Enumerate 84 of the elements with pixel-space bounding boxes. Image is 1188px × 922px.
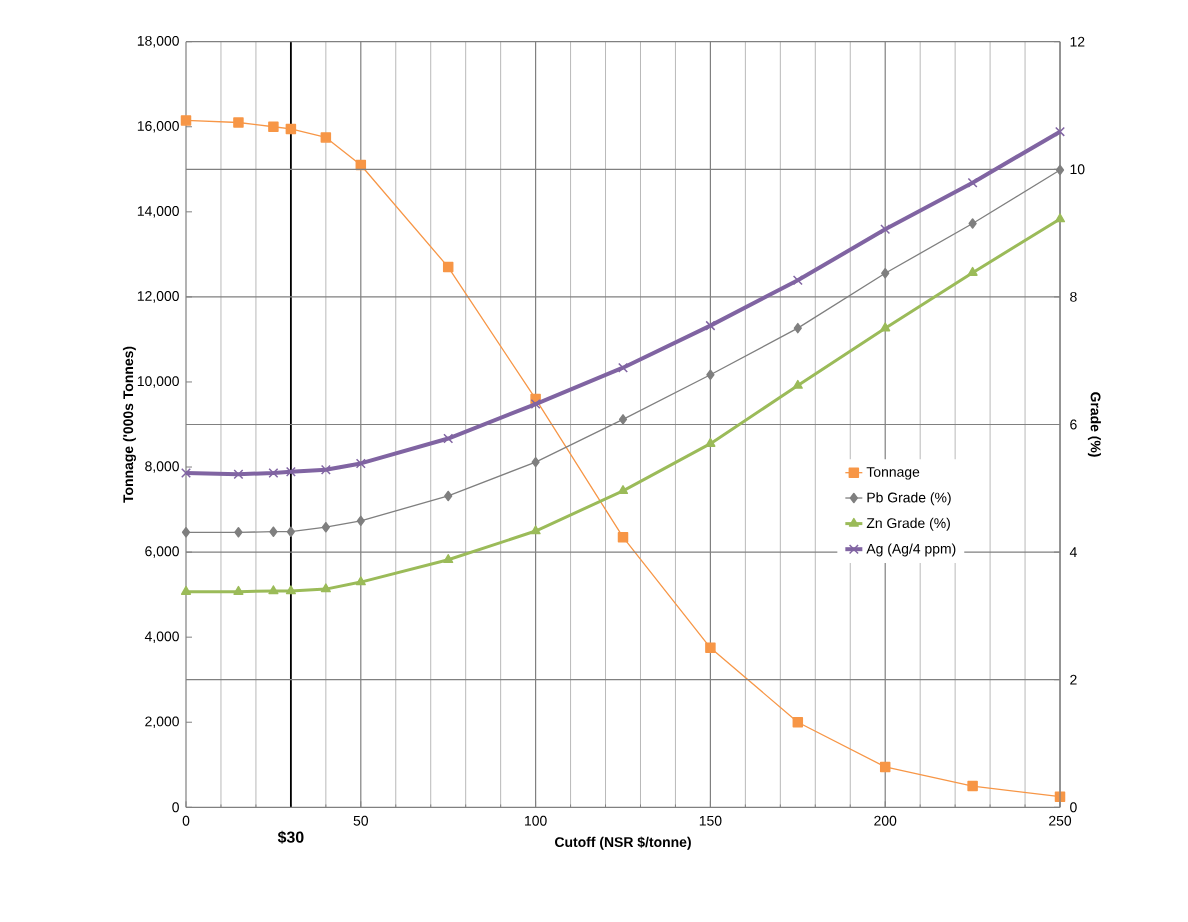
point bbox=[1054, 213, 1066, 223]
point bbox=[444, 490, 453, 502]
point bbox=[705, 437, 716, 447]
point bbox=[880, 322, 891, 332]
point bbox=[531, 456, 540, 468]
point bbox=[285, 585, 296, 595]
point bbox=[286, 526, 296, 537]
ref-line-label: $30 bbox=[277, 830, 304, 844]
y-tick-label: 12,000 bbox=[137, 291, 179, 303]
point bbox=[180, 585, 192, 595]
y-tick-label: 10,000 bbox=[137, 376, 179, 388]
point bbox=[792, 379, 803, 389]
point bbox=[880, 224, 891, 235]
x-tick-label: 200 bbox=[874, 815, 897, 826]
point bbox=[233, 469, 244, 480]
point bbox=[355, 576, 366, 586]
x-tick-label: 250 bbox=[1049, 815, 1072, 826]
y2-tick-label: 4 bbox=[1069, 547, 1077, 557]
x-tick-label: 100 bbox=[525, 815, 547, 826]
point bbox=[181, 527, 191, 538]
point bbox=[269, 526, 278, 537]
point bbox=[320, 583, 331, 593]
point bbox=[618, 414, 628, 425]
x-tick-label: 50 bbox=[353, 815, 369, 826]
point bbox=[234, 527, 243, 538]
point bbox=[443, 554, 454, 563]
point bbox=[321, 521, 330, 533]
legend-label: Pb Grade (%) bbox=[867, 492, 951, 506]
point bbox=[967, 177, 978, 188]
point bbox=[268, 467, 279, 478]
point bbox=[355, 458, 366, 469]
point bbox=[792, 716, 804, 728]
y2-tick-label: 10 bbox=[1070, 164, 1085, 175]
y-tick-label: 6,000 bbox=[145, 546, 179, 558]
y-tick-label: 16,000 bbox=[137, 120, 179, 133]
point bbox=[285, 466, 296, 477]
point bbox=[706, 369, 715, 380]
point bbox=[1055, 164, 1065, 176]
y-tick-label: 18,000 bbox=[137, 35, 179, 48]
point bbox=[1055, 126, 1065, 137]
x-axis-title: Cutoff (NSR $/tonne) bbox=[555, 836, 691, 850]
point bbox=[233, 585, 244, 595]
point bbox=[793, 322, 802, 334]
point bbox=[879, 761, 891, 773]
y-tick-label: 8,000 bbox=[145, 461, 179, 473]
legend-label: Tonnage bbox=[866, 467, 920, 480]
point bbox=[180, 115, 192, 126]
y-tick-label: 0 bbox=[172, 802, 179, 813]
point bbox=[705, 320, 716, 331]
point bbox=[617, 531, 629, 543]
point bbox=[967, 266, 978, 276]
point bbox=[968, 218, 977, 229]
y2-tick-label: 8 bbox=[1070, 291, 1077, 302]
point bbox=[320, 464, 331, 475]
point bbox=[442, 261, 454, 273]
point bbox=[967, 780, 978, 792]
y-tick-label: 4,000 bbox=[144, 631, 179, 643]
point bbox=[268, 585, 279, 595]
legend-label: Zn Grade (%) bbox=[866, 517, 950, 531]
point bbox=[530, 525, 541, 535]
legend-label: Ag (Ag/4 ppm) bbox=[866, 543, 956, 557]
point bbox=[285, 123, 297, 135]
y-tick-label: 2,000 bbox=[145, 716, 179, 728]
point bbox=[233, 117, 244, 128]
x-tick-label: 0 bbox=[182, 815, 190, 826]
point bbox=[617, 485, 629, 495]
point bbox=[443, 433, 454, 444]
point bbox=[792, 275, 803, 286]
point bbox=[618, 362, 628, 373]
point bbox=[705, 642, 716, 654]
y-axis-title: Tonnage ('000s Tonnes) bbox=[122, 346, 136, 503]
point bbox=[181, 467, 191, 478]
point bbox=[881, 268, 890, 279]
y2-tick-label: 6 bbox=[1070, 419, 1077, 430]
y2-tick-label: 12 bbox=[1070, 36, 1085, 47]
y2-tick-label: 2 bbox=[1070, 674, 1077, 685]
y2-axis-title: Grade (%) bbox=[1087, 392, 1101, 457]
y2-tick-label: 0 bbox=[1070, 802, 1077, 813]
point bbox=[268, 121, 279, 133]
point bbox=[356, 515, 365, 527]
point bbox=[530, 399, 541, 410]
point bbox=[320, 132, 332, 143]
y-tick-label: 14,000 bbox=[137, 206, 179, 218]
x-tick-label: 150 bbox=[699, 815, 722, 826]
